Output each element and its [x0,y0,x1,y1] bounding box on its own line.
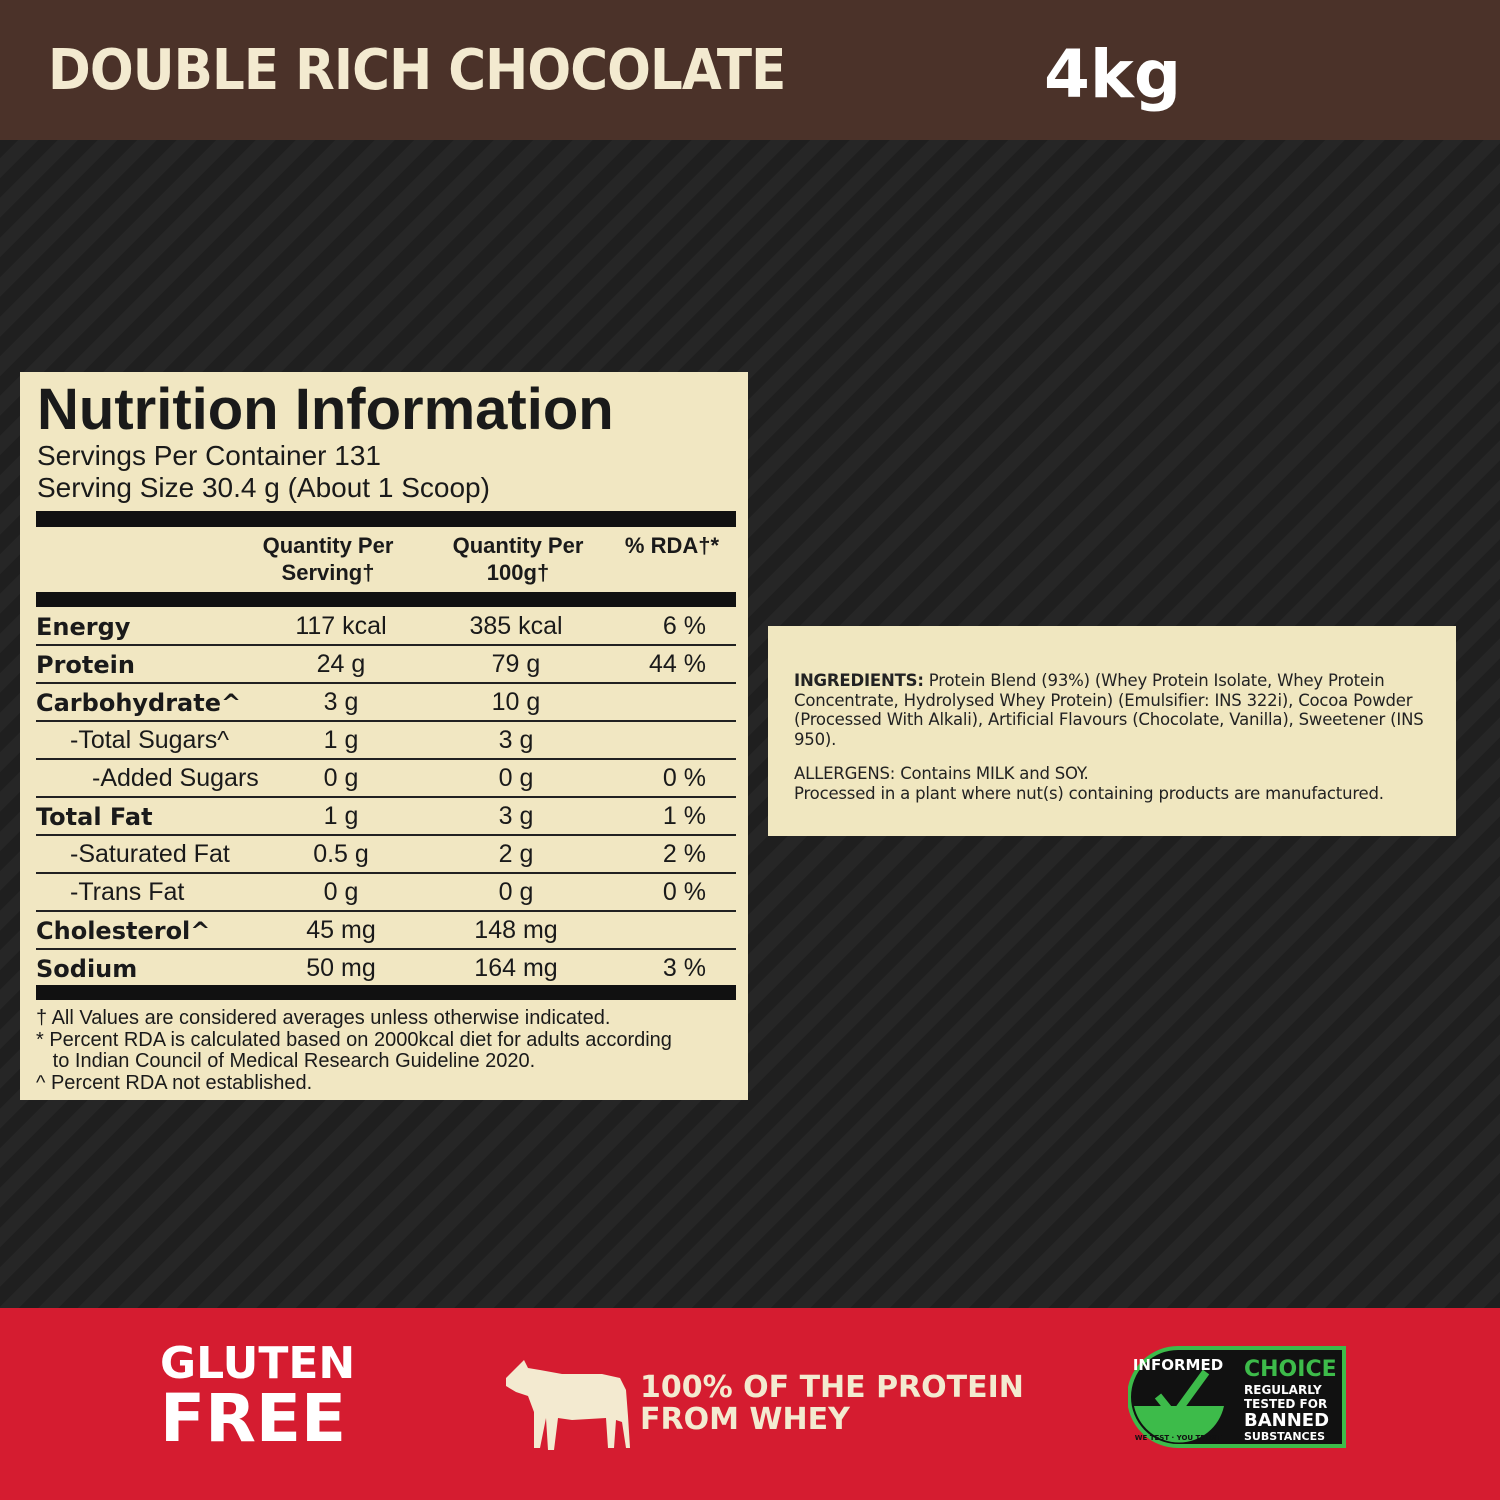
rda-value: 2 % [662,840,706,868]
per-100g-value: 2 g [498,840,534,868]
nutrition-row: -Added Sugars 0 g 0 g 0 % [36,760,736,798]
servings-per-container: Servings Per Container 131 [37,440,381,471]
nutrition-row: -Total Sugars^ 1 g 3 g [36,722,736,760]
gluten-free-badge: GLUTEN FREE [160,1338,356,1457]
per-serving-value: 0 g [323,878,359,906]
per-serving-value: 0.5 g [313,840,369,868]
nutrition-row: Carbohydrate^ 3 g 10 g [36,684,736,722]
nutrient-name: Energy [36,613,131,641]
choice-text: CHOICE [1244,1357,1337,1382]
footnotes: † All Values are considered averages unl… [36,1007,672,1094]
rda-value: 44 % [649,650,706,678]
informed-choice-badge: INFORMED WE TEST · YOU TRUST CHOICE REGU… [1128,1346,1346,1448]
badge-line: REGULARLY [1244,1383,1322,1397]
per-100g-value: 10 g [491,688,541,716]
footer-banner: GLUTEN FREE 100% OF THE PROTEIN FROM WHE… [0,1308,1500,1500]
per-serving-value: 3 g [323,688,359,716]
per-serving-value: 45 mg [306,916,376,944]
whey-line: FROM WHEY [640,1402,850,1437]
nutrition-title: Nutrition Information [37,377,614,442]
whey-line: 100% OF THE PROTEIN [640,1370,1024,1405]
footnote: to Indian Council of Medical Research Gu… [36,1050,536,1072]
footnote: † All Values are considered averages unl… [36,1007,611,1029]
nutrition-row: Protein 24 g 79 g 44 % [36,646,736,684]
rda-value: 0 % [662,878,706,906]
free-text: FREE [160,1380,347,1457]
per-100g-value: 0 g [498,878,534,906]
nutrient-name: -Added Sugars [92,764,259,792]
nutrient-name: Sodium [36,955,138,983]
col-header-100g: Quantity Per 100g† [452,533,584,585]
size-label: 4kg [1044,36,1182,113]
nutrient-name: -Trans Fat [70,878,185,906]
check-icon [1154,1369,1210,1423]
nutrition-row: Energy 117 kcal 385 kcal 6 % [36,608,736,646]
nutrient-name: Carbohydrate^ [36,689,242,717]
tagline-text: WE TEST · YOU TRUST [1135,1434,1222,1442]
per-100g-value: 164 mg [474,954,558,982]
ingredients-text: INGREDIENTS: Protein Blend (93%) (Whey P… [794,671,1436,749]
rda-value: 1 % [662,802,706,830]
allergens: ALLERGENS: Contains MILK and SOY. [794,764,1089,783]
col-header-serving: Quantity Per Serving† [262,533,394,585]
informed-text: INFORMED [1133,1356,1223,1374]
footnote: ^ Percent RDA not established. [36,1071,313,1094]
nutrition-panel: Nutrition Information Servings Per Conta… [20,372,748,1100]
nutrient-name: Cholesterol^ [36,917,211,945]
per-serving-value: 24 g [316,650,366,678]
footnote: * Percent RDA is calculated based on 200… [36,1028,672,1051]
header-banner: DOUBLE RICH CHOCOLATE 4kg [0,0,1500,140]
whey-claim: 100% OF THE PROTEIN FROM WHEY [640,1372,1024,1436]
divider-bar [36,511,736,527]
badge-line: TESTED FOR [1244,1397,1327,1411]
per-serving-value: 117 kcal [295,612,387,640]
ingredients-label: INGREDIENTS: [794,671,924,690]
per-serving-value: 50 mg [306,954,376,982]
per-100g-value: 0 g [498,764,534,792]
per-serving-value: 0 g [323,764,359,792]
ingredients-list: Protein Blend (93%) (Whey Protein Isolat… [794,671,1424,749]
per-100g-value: 3 g [498,802,534,830]
rda-value: 0 % [662,764,706,792]
per-100g-value: 79 g [491,650,541,678]
nutrient-name: -Saturated Fat [70,840,230,868]
nutrition-row: Sodium 50 mg 164 mg 3 % [36,950,736,988]
nutrition-row: -Saturated Fat 0.5 g 2 g 2 % [36,836,736,874]
per-100g-value: 385 kcal [469,612,563,640]
divider-bar [36,985,736,1000]
flavor-title: DOUBLE RICH CHOCOLATE [48,38,786,103]
col-header-rda: % RDA†* [624,533,720,558]
nutrient-name: Total Fat [36,803,153,831]
divider-bar [36,592,736,607]
nutrition-row: Total Fat 1 g 3 g 1 % [36,798,736,836]
serving-info: Servings Per Container 131 Serving Size … [37,440,490,504]
nutrient-name: Protein [36,651,135,679]
cow-icon [506,1360,630,1450]
facility-note: Processed in a plant where nut(s) contai… [794,783,1384,803]
per-serving-value: 1 g [323,726,359,754]
per-serving-value: 1 g [323,802,359,830]
ingredients-panel: INGREDIENTS: Protein Blend (93%) (Whey P… [768,626,1456,836]
per-100g-value: 148 mg [474,916,558,944]
rda-value: 3 % [662,954,706,982]
rda-value: 6 % [662,612,706,640]
badge-line: BANNED [1244,1410,1329,1431]
gluten-text: GLUTEN [160,1338,356,1389]
nutrition-row: Cholesterol^ 45 mg 148 mg [36,912,736,950]
serving-size: Serving Size 30.4 g (About 1 Scoop) [37,472,490,503]
nutrition-row: -Trans Fat 0 g 0 g 0 % [36,874,736,912]
badge-line: SUBSTANCES [1244,1430,1325,1443]
nutrient-name: -Total Sugars^ [70,726,230,754]
per-100g-value: 3 g [498,726,534,754]
